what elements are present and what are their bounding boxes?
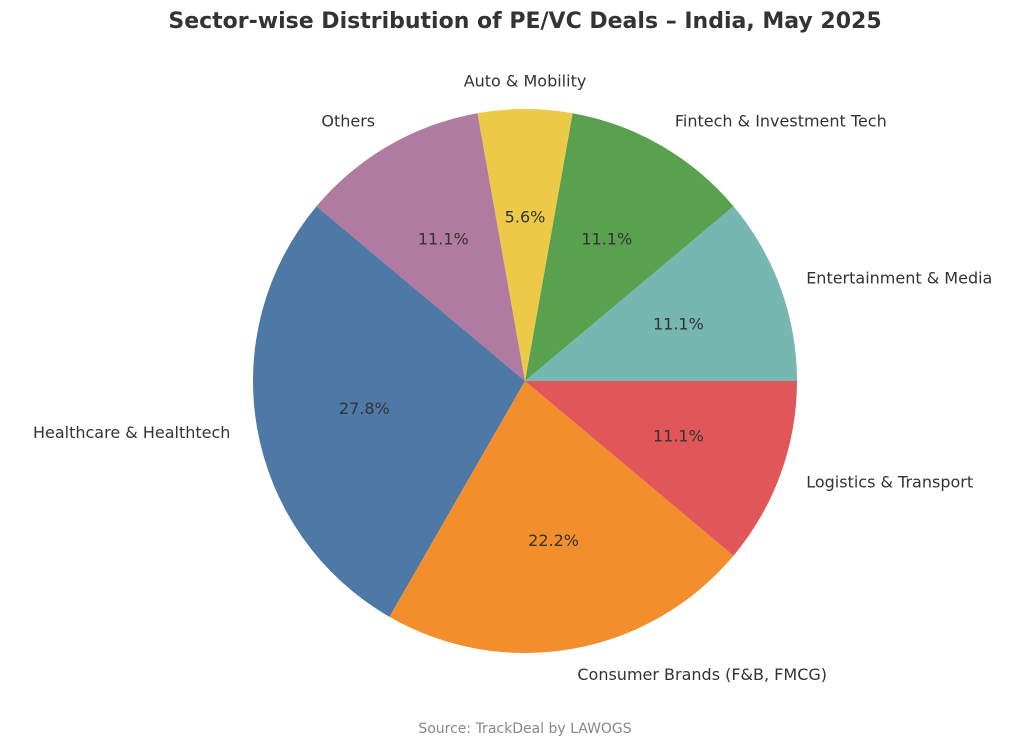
value-label: 5.6% bbox=[505, 207, 546, 226]
source: Source: TrackDeal by LAWOGS bbox=[418, 721, 631, 737]
slice-label: Others bbox=[321, 112, 375, 131]
pie: Entertainment & Media 11.1% Fintech & Inve… bbox=[33, 71, 992, 684]
pie-slice bbox=[525, 206, 797, 381]
value-label: 11.1% bbox=[653, 426, 704, 445]
value-label: 27.8% bbox=[339, 399, 390, 418]
slice-label: Auto & Mobility bbox=[464, 71, 587, 90]
slice-label: Consumer Brands (F&B, FMCG) bbox=[577, 665, 827, 684]
value-label: 11.1% bbox=[418, 229, 469, 248]
slice-label: Entertainment & Media bbox=[806, 268, 992, 287]
value-label: 22.2% bbox=[528, 531, 579, 550]
value-label: 11.1% bbox=[653, 315, 704, 334]
pie-slice bbox=[316, 113, 525, 382]
pie-slice bbox=[253, 206, 526, 617]
pie-slice bbox=[525, 113, 734, 382]
pie-slice bbox=[389, 381, 734, 653]
slice-label: Healthcare & Healthtech bbox=[33, 423, 230, 442]
slice-label: Fintech & Investment Tech bbox=[675, 112, 887, 131]
value-label: 11.1% bbox=[581, 229, 632, 248]
slice-label: Logistics & Transport bbox=[806, 473, 973, 492]
chart-title: Sector-wise Distribution of PE/VC Deals … bbox=[168, 9, 881, 34]
pie-slice bbox=[477, 109, 573, 382]
pie-slice bbox=[525, 381, 797, 556]
